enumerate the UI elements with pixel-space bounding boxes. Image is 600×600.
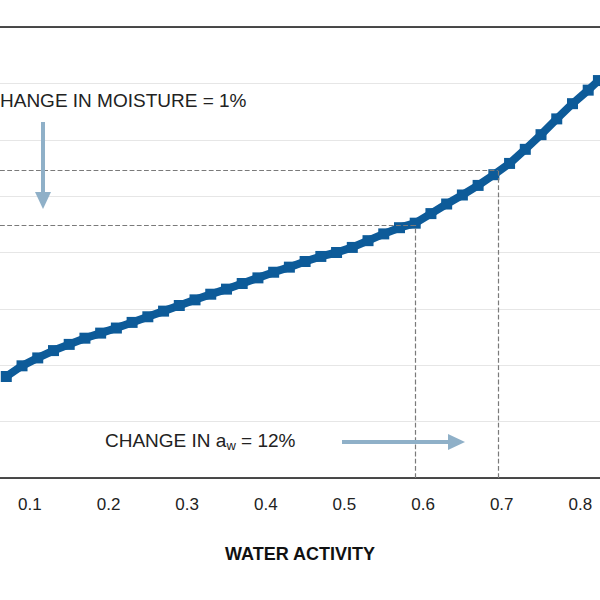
svg-text:0.3: 0.3 xyxy=(175,495,199,514)
svg-text:0.7: 0.7 xyxy=(490,495,514,514)
svg-text:CHANGE IN a: CHANGE IN a xyxy=(105,430,227,451)
svg-text:0.5: 0.5 xyxy=(333,495,357,514)
svg-text:w: w xyxy=(225,438,236,453)
svg-text:0.1: 0.1 xyxy=(18,495,42,514)
svg-text:0.4: 0.4 xyxy=(254,495,278,514)
svg-text:0.8: 0.8 xyxy=(569,495,593,514)
svg-text:WATER ACTIVITY: WATER ACTIVITY xyxy=(225,544,375,564)
svg-text:= 12%: = 12% xyxy=(236,430,296,451)
svg-text:0.6: 0.6 xyxy=(411,495,435,514)
svg-text:0.2: 0.2 xyxy=(97,495,121,514)
svg-text:HANGE IN MOISTURE = 1%: HANGE IN MOISTURE = 1% xyxy=(0,90,247,111)
